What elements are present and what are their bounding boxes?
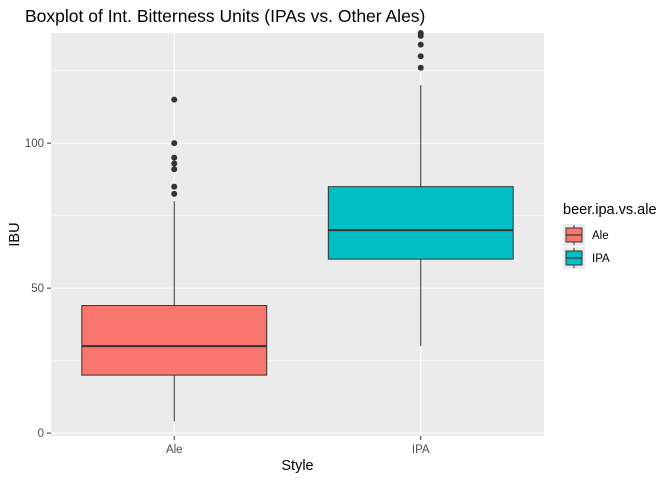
outlier-point [171, 166, 178, 173]
x-tick-label: Ale [166, 444, 183, 456]
outlier-point [417, 64, 424, 71]
chart-title: Boxplot of Int. Bitterness Units (IPAs v… [25, 6, 426, 26]
outlier-point [417, 53, 424, 60]
y-tick-label: 100 [25, 138, 44, 150]
outlier-point [171, 140, 178, 147]
iqr-box [327, 186, 514, 260]
outlier-point [171, 96, 178, 103]
x-axis-title: Style [281, 458, 313, 474]
legend-item: Ale [563, 224, 609, 246]
y-axis-title: IBU [7, 222, 23, 246]
outlier-point [171, 190, 178, 197]
outlier-point [417, 41, 424, 48]
legend-title: beer.ipa.vs.ale [563, 202, 657, 218]
y-tick-label: 0 [38, 428, 44, 440]
legend-label: Ale [592, 230, 609, 242]
legend-item: IPA [563, 247, 610, 269]
outlier-point [171, 183, 178, 190]
legend-label: IPA [592, 253, 610, 265]
legend: beer.ipa.vs.ale Ale IPA [563, 202, 657, 269]
outlier-point [171, 160, 178, 167]
x-tick-label: IPA [412, 444, 430, 456]
y-tick-label: 50 [31, 283, 44, 295]
box-ale [81, 96, 268, 422]
outlier-point [417, 30, 424, 36]
box-ipa [327, 30, 514, 347]
iqr-box [81, 305, 268, 376]
outlier-point [171, 154, 178, 161]
